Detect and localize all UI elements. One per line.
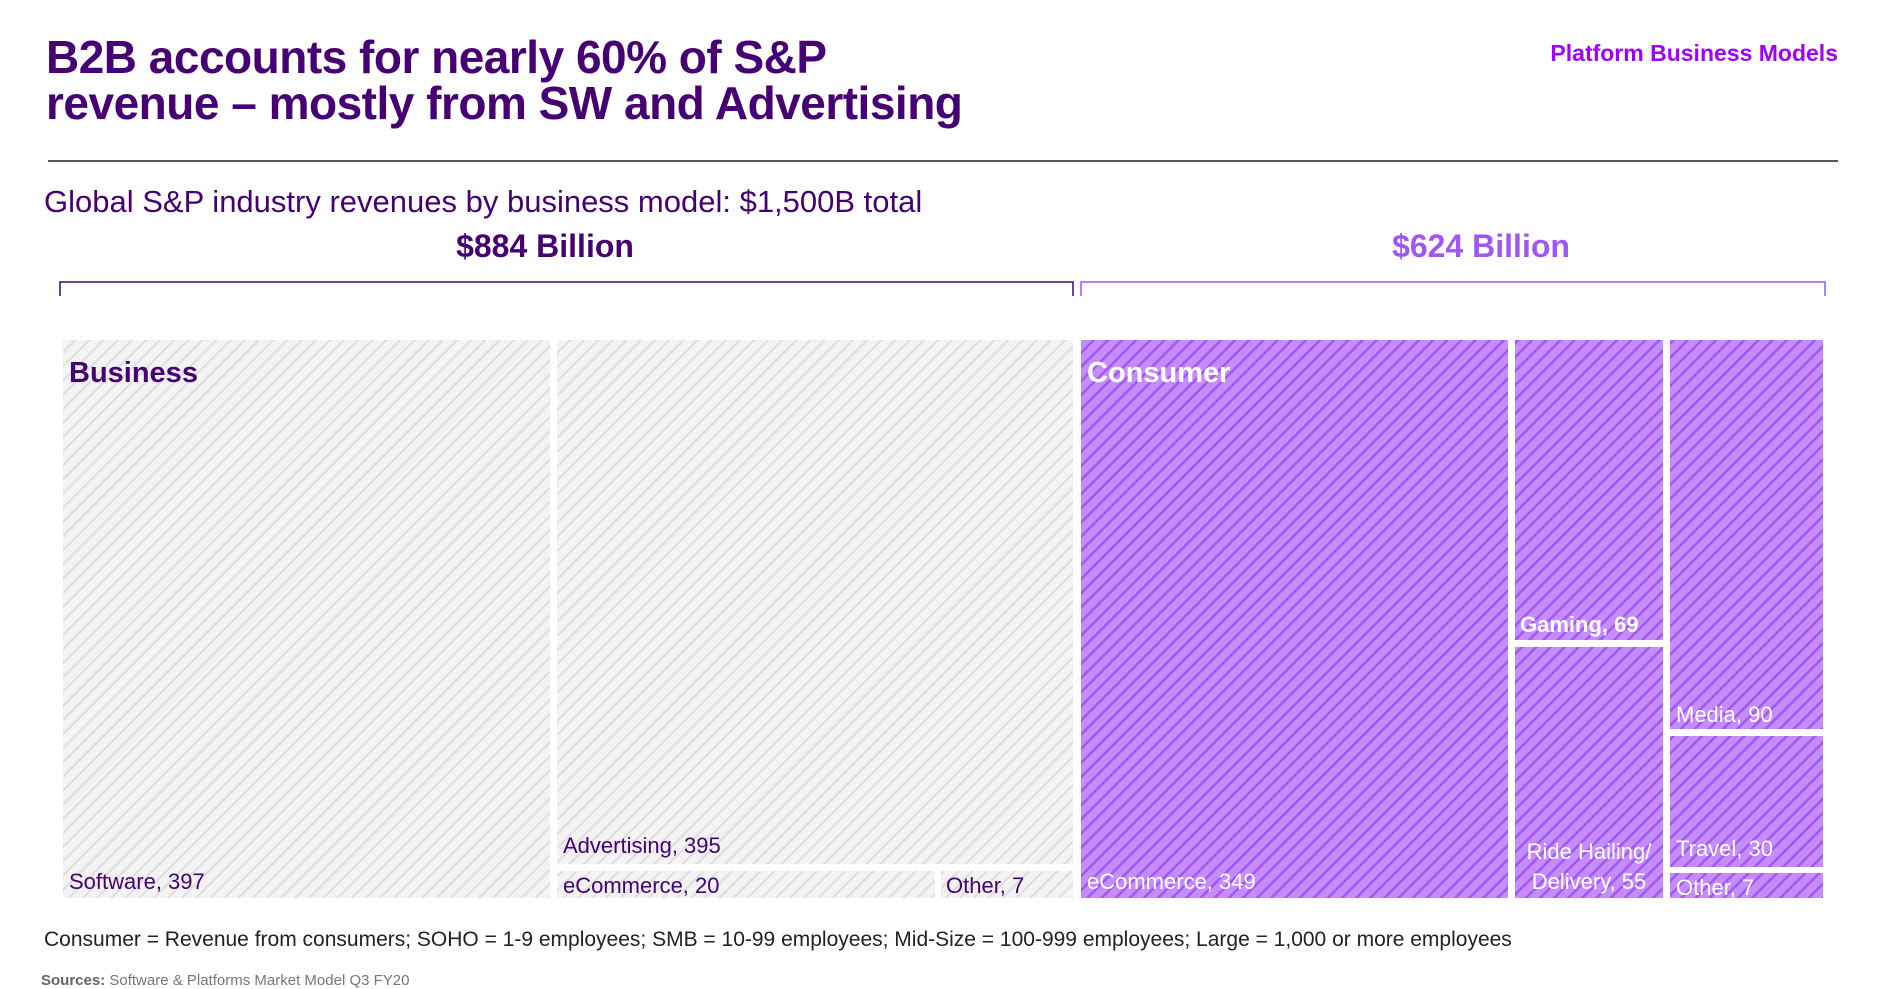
rect-consumer-ride-hailing (1515, 647, 1663, 898)
rect-consumer-gaming (1515, 340, 1663, 640)
rect-consumer-ecommerce (1081, 340, 1508, 898)
label-consumer-ecommerce: eCommerce, 349 (1087, 869, 1256, 894)
consumer-total-label: $624 Billion (1392, 230, 1570, 264)
chart-subtitle: Global S&P industry revenues by business… (44, 184, 923, 219)
label-consumer-ride-hailing-line1: Ride Hailing/ (1527, 839, 1653, 864)
rect-business-ecommerce (557, 871, 935, 898)
sources-label: Sources: (41, 972, 106, 989)
label-business-advertising: Advertising, 395 (563, 833, 721, 858)
sources-note: Sources: Software & Platforms Market Mod… (41, 972, 409, 989)
business-group-label: Business (69, 357, 198, 389)
rect-consumer-travel (1670, 736, 1823, 867)
rect-business-software (63, 340, 550, 898)
label-consumer-media: Media, 90 (1676, 702, 1773, 727)
label-business-other: Other, 7 (946, 873, 1024, 898)
definitions-footnote: Consumer = Revenue from consumers; SOHO … (44, 928, 1512, 951)
business-total-label: $884 Billion (456, 230, 634, 264)
label-consumer-gaming: Gaming, 69 (1520, 612, 1639, 637)
rect-consumer-other (1670, 873, 1823, 898)
treemap-chart: $884 Billion $624 Billion Business Consu… (59, 230, 1826, 900)
header-divider (48, 160, 1838, 162)
section-brand-label: Platform Business Models (1550, 40, 1838, 66)
consumer-group-label: Consumer (1087, 357, 1230, 389)
rect-business-other (941, 871, 1073, 898)
rect-business-advertising (557, 340, 1073, 864)
title-line-2: revenue – mostly from SW and Advertising (46, 77, 963, 129)
title-line-1: B2B accounts for nearly 60% of S&P (46, 31, 827, 83)
label-consumer-other: Other, 7 (1676, 875, 1754, 900)
label-consumer-ride-hailing-line2: Delivery, 55 (1532, 869, 1647, 894)
sources-text: Software & Platforms Market Model Q3 FY2… (105, 972, 410, 989)
business-bracket (59, 281, 1074, 296)
label-business-software: Software, 397 (69, 869, 205, 894)
label-business-ecommerce: eCommerce, 20 (563, 873, 720, 898)
label-consumer-travel: Travel, 30 (1676, 836, 1773, 861)
rect-consumer-media (1670, 340, 1823, 729)
page-title: B2B accounts for nearly 60% of S&P reven… (46, 34, 1146, 126)
consumer-bracket (1080, 281, 1826, 296)
